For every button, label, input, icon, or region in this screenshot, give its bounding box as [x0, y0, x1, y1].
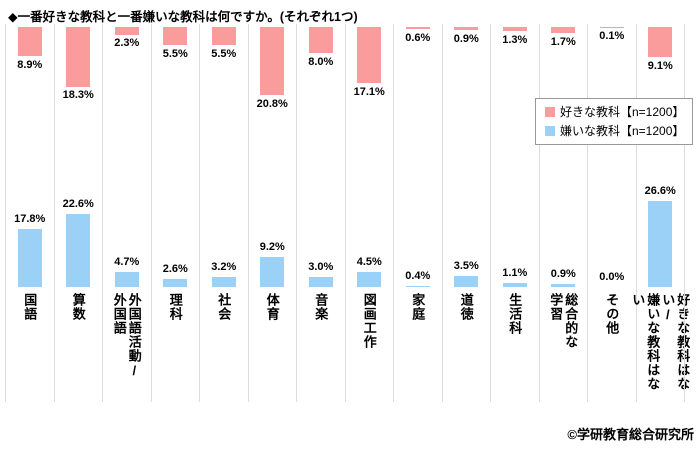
chart-column-5: 5.5% 3.2% 社会 [199, 24, 248, 402]
disliked-bar [405, 285, 430, 287]
disliked-value-label: 2.6% [162, 262, 188, 275]
favorite-bar [648, 27, 673, 57]
favorite-value-label: 0.9% [453, 32, 479, 45]
disliked-value-label: 3.0% [308, 261, 334, 274]
favorite-value-label: 1.7% [550, 35, 576, 48]
category-label: 理科 [167, 293, 183, 321]
chart-column-13: 0.1% 0.0% その他 [587, 24, 636, 402]
chart-column-7: 8.0% 3.0% 音楽 [296, 24, 345, 402]
favorite-value-label: 8.0% [308, 56, 334, 68]
disliked-value-label: 0.0% [599, 271, 625, 283]
chart-column-14: 9.1% 26.6% 好きな教科はない/ 嫌いな教科はない [630, 24, 690, 402]
disliked-bar [648, 200, 673, 288]
chart-column-11: 1.3% 1.1% 生活科 [490, 24, 539, 402]
legend-item-favorite: 好きな教科【n=1200】 [545, 105, 685, 119]
disliked-value-label: 4.5% [356, 256, 382, 269]
disliked-bar [114, 271, 139, 288]
disliked-bar [66, 213, 91, 288]
favorite-bar [454, 27, 479, 30]
bar-chart: 好きな教科【n=1200】 嫌いな教科【n=1200】 8.9% 17.8% 国語 1… [0, 24, 700, 404]
chart-column-2: 18.3% 22.6% 算数 [53, 24, 103, 402]
legend-label-disliked: 嫌いな教科【n=1200】 [560, 124, 685, 138]
disliked-bar [502, 283, 527, 288]
favorite-value-label: 8.9% [17, 58, 43, 71]
chart-title: ◆一番好きな教科と一番嫌いな教科は何ですか。(それぞれ1つ) [8, 10, 358, 24]
disliked-value-label: 9.2% [259, 241, 285, 254]
disliked-value-label: 0.4% [405, 269, 431, 282]
category-label: 国語 [22, 293, 38, 321]
favorite-value-label: 5.5% [162, 47, 188, 60]
favorite-bar [551, 27, 576, 33]
favorite-bar [17, 27, 42, 56]
category-label: その他 [604, 293, 620, 335]
favorite-value-label: 20.8% [256, 97, 288, 110]
disliked-bar [551, 284, 576, 287]
chart-column-8: 17.1% 4.5% 図画工作 [344, 24, 394, 402]
favorite-bar [163, 27, 188, 45]
favorite-value-label: 17.1% [353, 85, 385, 98]
favorite-bar [502, 27, 527, 32]
disliked-value-label: 17.8% [14, 213, 46, 226]
favorite-value-label: 9.1% [647, 59, 673, 72]
favorite-bar [211, 27, 236, 45]
category-label: 体育 [264, 293, 280, 321]
disliked-value-label: 4.7% [114, 255, 140, 268]
disliked-value-label: 22.6% [62, 197, 94, 210]
legend-swatch-disliked-icon [545, 126, 555, 136]
chart-column-10: 0.9% 3.5% 道徳 [441, 24, 491, 402]
chart-column-9: 0.6% 0.4% 家庭 [393, 24, 442, 402]
disliked-bar [357, 272, 382, 287]
favorite-bar [308, 27, 333, 53]
disliked-bar [260, 257, 285, 287]
category-label: 家庭 [410, 293, 426, 321]
favorite-bar [405, 27, 430, 29]
category-label: 音楽 [313, 293, 329, 321]
legend: 好きな教科【n=1200】 嫌いな教科【n=1200】 [535, 98, 693, 145]
gridline-right-edge [684, 24, 685, 402]
disliked-value-label: 3.2% [211, 260, 237, 273]
favorite-value-label: 5.5% [211, 47, 237, 60]
category-label: 道徳 [458, 293, 474, 321]
disliked-bar [17, 229, 42, 288]
legend-label-favorite: 好きな教科【n=1200】 [560, 105, 685, 119]
favorite-value-label: 1.3% [502, 34, 528, 47]
favorite-bar [357, 27, 382, 83]
category-label: 生活科 [507, 293, 523, 335]
disliked-bar [163, 278, 188, 288]
chart-column-3: 2.3% 4.7% 外国語活動/ 外国語 [102, 24, 151, 402]
disliked-value-label: 0.9% [550, 268, 576, 281]
favorite-value-label: 2.3% [114, 37, 140, 50]
category-label: 社会 [216, 293, 232, 321]
disliked-value-label: 1.1% [502, 267, 528, 280]
category-label: 外国語活動/ 外国語 [111, 293, 142, 379]
chart-column-6: 20.8% 9.2% 体育 [247, 24, 297, 402]
favorite-value-label: 0.1% [599, 30, 625, 43]
category-label: 好きな教科はない/ 嫌いな教科はない [630, 293, 691, 391]
favorite-value-label: 18.3% [62, 89, 94, 102]
category-label: 総合的な 学習 [548, 293, 579, 349]
chart-column-12: 1.7% 0.9% 総合的な 学習 [538, 24, 588, 402]
favorite-bar [66, 27, 91, 87]
favorite-bar [260, 27, 285, 95]
favorite-bar [114, 27, 139, 35]
chart-column-1: 8.9% 17.8% 国語 [5, 24, 54, 402]
category-label: 図画工作 [361, 293, 377, 349]
legend-item-disliked: 嫌いな教科【n=1200】 [545, 124, 685, 138]
category-label: 算数 [70, 293, 86, 321]
copyright: ©学研教育総合研究所 [567, 427, 694, 442]
chart-column-4: 5.5% 2.6% 理科 [150, 24, 200, 402]
legend-swatch-favorite-icon [545, 107, 555, 117]
disliked-bar [454, 275, 479, 288]
favorite-value-label: 0.6% [405, 31, 431, 44]
disliked-value-label: 3.5% [453, 259, 479, 272]
disliked-value-label: 26.6% [644, 184, 676, 197]
disliked-bar [211, 276, 236, 287]
disliked-bar [308, 277, 333, 288]
